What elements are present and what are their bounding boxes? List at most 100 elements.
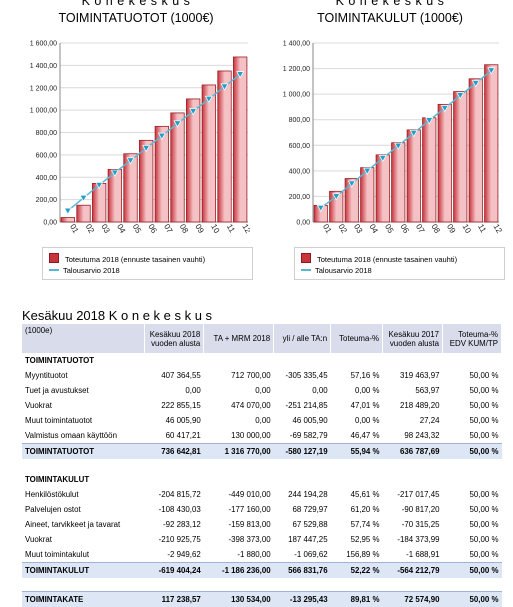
table-cell: -184 373,99	[383, 532, 443, 547]
table-cell: -210 925,75	[145, 532, 204, 547]
table-cell: -398 373,00	[204, 532, 274, 547]
table-cell: 244 194,28	[274, 487, 331, 502]
column-header: yli / alle TA:n	[274, 324, 331, 353]
table-cell	[383, 472, 443, 487]
x-tick-label: 01	[321, 223, 334, 236]
row-label: Henkilöstökulut	[22, 487, 145, 502]
table-cell	[331, 472, 383, 487]
row-label: Myyntituotot	[22, 368, 145, 383]
table-cell: -92 283,12	[145, 517, 204, 532]
bar	[407, 130, 420, 222]
table-cell: 566 831,76	[274, 563, 331, 579]
legend-label: Talousarvio 2018	[315, 266, 372, 275]
x-tick-label: 03	[99, 223, 112, 236]
row-label: Valmistus omaan käyttöön	[22, 428, 145, 444]
legend-label: Toteutuma 2018 (ennuste tasainen vauhti)	[65, 255, 205, 264]
x-tick-label: 05	[131, 223, 144, 236]
y-tick-label: 600,00	[289, 143, 311, 150]
table-cell: -159 813,00	[204, 517, 274, 532]
table-cell: 407 364,55	[145, 368, 204, 383]
x-tick-label: 05	[383, 223, 396, 236]
table-cell: 0,00	[204, 413, 274, 428]
table-cell	[145, 472, 204, 487]
table-cell: 61,20 %	[331, 502, 383, 517]
y-tick-label: 1 400,00	[283, 41, 310, 48]
table-cell: -70 315,25	[383, 517, 443, 532]
table-cell: -2 949,62	[145, 547, 204, 563]
y-tick-label: 400,00	[289, 168, 311, 175]
bar	[171, 113, 184, 222]
y-tick-label: 200,00	[289, 194, 311, 201]
table-cell: 712 700,00	[204, 368, 274, 383]
y-tick-label: 800,00	[36, 130, 58, 137]
x-tick-label: 11	[476, 223, 488, 235]
table-cell: -204 815,72	[145, 487, 204, 502]
y-tick-label: 800,00	[289, 117, 311, 124]
y-tick-label: 600,00	[36, 152, 58, 159]
chart-revenue: K o n e k e s k u s TOIMINTATUOTOT (1000…	[22, 0, 250, 290]
x-tick-label: 04	[368, 223, 381, 236]
table-cell: -1 069,62	[274, 547, 331, 563]
legend-swatch-bar	[301, 253, 311, 263]
table-cell: 130 534,00	[204, 592, 274, 607]
table-cell	[145, 578, 204, 592]
table-cell: -564 212,79	[383, 563, 443, 579]
table-cell: 156,89 %	[331, 547, 383, 563]
table-cell: 45,61 %	[331, 487, 383, 502]
row-label: Muut toimintatuotot	[22, 413, 145, 428]
legend-label: Talousarvio 2018	[63, 266, 120, 275]
legend-item-actual: Toteutuma 2018 (ennuste tasainen vauhti)	[49, 253, 205, 264]
table-cell	[145, 353, 204, 368]
bar	[233, 57, 246, 222]
chart-legend: Toteutuma 2018 (ennuste tasainen vauhti)…	[294, 247, 505, 280]
y-tick-label: 0,00	[296, 220, 310, 227]
table-cell: 50,00 %	[443, 368, 502, 383]
y-tick-label: 0,00	[43, 220, 57, 227]
row-label: TOIMINTAKULUT	[22, 563, 145, 579]
table-cell	[274, 472, 331, 487]
table-cell: -13 295,43	[274, 592, 331, 607]
column-header: TA + MRM 2018	[204, 324, 274, 353]
table-row	[22, 578, 502, 592]
table-cell: 319 463,97	[383, 368, 443, 383]
y-tick-label: 1 000,00	[283, 92, 310, 99]
table-cell: 1 316 770,00	[204, 444, 274, 460]
table-cell: 736 642,81	[145, 444, 204, 460]
y-tick-label: 1 200,00	[30, 85, 57, 92]
table-title: Kesäkuu 2018 K o n e k e s k u s	[22, 308, 212, 323]
legend-item-budget: Talousarvio 2018	[301, 266, 372, 275]
table-cell: 218 489,20	[383, 398, 443, 413]
table-cell: 72 574,90	[383, 592, 443, 607]
legend-swatch-line	[301, 269, 311, 271]
column-header: Toteuma-%EDV KUM/TP	[443, 324, 502, 353]
table-cell: 46,47 %	[331, 428, 383, 444]
table-cell: 68 729,97	[274, 502, 331, 517]
table-cell: -251 214,85	[274, 398, 331, 413]
table-cell	[204, 353, 274, 368]
table-cell: 50,00 %	[443, 502, 502, 517]
table-cell: 98 243,32	[383, 428, 443, 444]
table-cell: -1 880,00	[204, 547, 274, 563]
x-tick-label: 12	[492, 223, 503, 236]
table-cell: 50,00 %	[443, 563, 502, 579]
bar	[155, 126, 168, 222]
table-cell: 46 005,90	[274, 413, 331, 428]
table-cell: 27,24	[383, 413, 443, 428]
table-cell: -1 186 236,00	[204, 563, 274, 579]
table-cell: 46 005,90	[145, 413, 204, 428]
table-cell: 57,16 %	[331, 368, 383, 383]
table-cell	[383, 459, 443, 472]
row-label: TOIMINTATUOTOT	[22, 353, 145, 368]
row-label: Vuokrat	[22, 532, 145, 547]
